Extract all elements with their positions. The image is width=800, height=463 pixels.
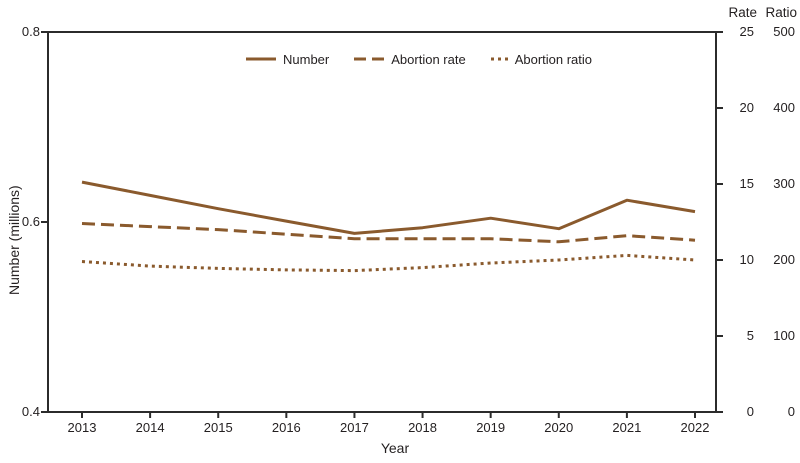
y-left-tick-label: 0.4 xyxy=(21,404,40,419)
ratio-tick-label: 400 xyxy=(773,100,795,115)
year-tick-label: 2014 xyxy=(135,420,165,435)
ratio-axis-header: Ratio xyxy=(765,5,797,20)
ratio-tick-label: 100 xyxy=(773,328,795,343)
y-left-tick-label: 0.6 xyxy=(21,214,40,229)
legend-label: Number xyxy=(283,51,330,67)
rate-tick-label: 0 xyxy=(746,404,754,419)
legend-item-abortion-rate: Abortion rate xyxy=(354,51,466,67)
series-line-number xyxy=(81,180,696,235)
ratio-tick-label: 200 xyxy=(773,252,795,267)
y-axis-title: Number (millions) xyxy=(6,185,22,295)
year-tick-label: 2020 xyxy=(544,420,574,435)
legend-item-number: Number xyxy=(246,52,329,67)
rate-axis-header: Rate xyxy=(728,5,757,20)
solid-line-icon xyxy=(246,57,276,61)
year-tick-label: 2021 xyxy=(612,420,642,435)
series-line-abortion-ratio xyxy=(81,253,696,273)
year-tick-label: 2016 xyxy=(271,420,301,435)
legend-item-abortion-ratio: Abortion ratio xyxy=(490,51,593,67)
year-tick-label: 2022 xyxy=(680,420,710,435)
legend-label: Abortion rate xyxy=(391,51,466,67)
ratio-tick-label: 300 xyxy=(773,176,795,191)
year-tick-label: 2015 xyxy=(203,420,233,435)
dashed-line-icon xyxy=(354,57,385,61)
rate-tick-label: 5 xyxy=(746,328,754,343)
ratio-tick-label: 0 xyxy=(787,404,795,419)
series-line-abortion-rate xyxy=(81,222,696,244)
rate-tick-label: 15 xyxy=(739,176,754,191)
chart-legend: Number Abortion rate Abortion ratio xyxy=(246,51,592,67)
year-tick-label: 2019 xyxy=(476,420,506,435)
legend-label: Abortion ratio xyxy=(514,51,593,67)
ratio-tick-label: 500 xyxy=(773,24,795,39)
rate-tick-label: 10 xyxy=(739,252,754,267)
year-tick-label: 2013 xyxy=(67,420,97,435)
rate-tick-label: 25 xyxy=(739,24,754,39)
year-tick-label: 2018 xyxy=(408,420,437,435)
rate-tick-label: 20 xyxy=(739,100,754,115)
dotted-line-icon xyxy=(490,57,508,61)
y-left-tick-label: 0.8 xyxy=(21,24,40,39)
x-axis-title: Year xyxy=(380,440,410,456)
year-tick-label: 2017 xyxy=(339,420,369,435)
plot-border xyxy=(47,31,717,413)
